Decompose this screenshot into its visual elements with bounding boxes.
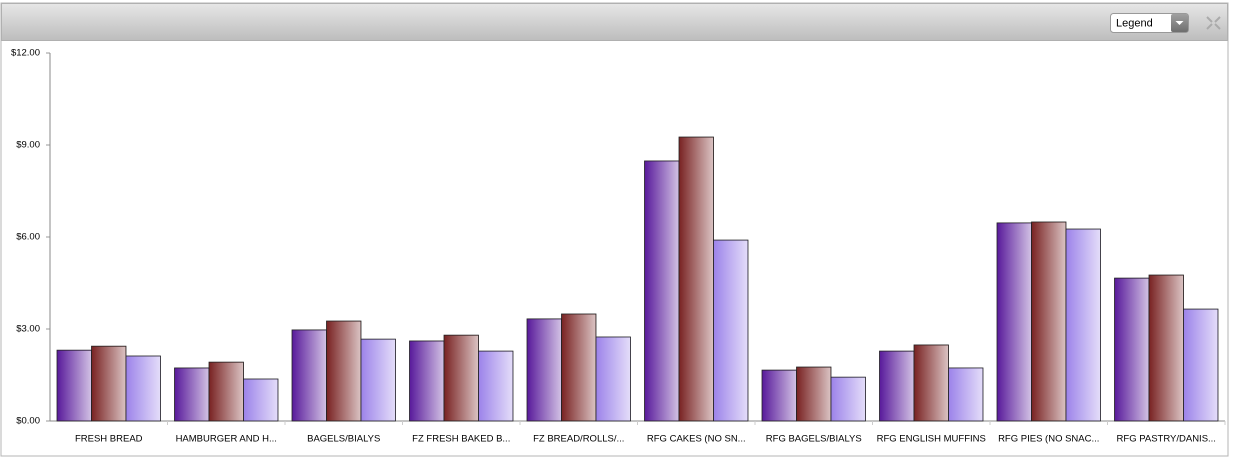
- bar: [291, 329, 327, 422]
- x-tick-label: HAMBURGER AND H...: [176, 434, 277, 445]
- x-tick-label: FZ BREAD/ROLLS/...: [533, 434, 624, 445]
- legend-select[interactable]: Legend: [1110, 13, 1189, 33]
- bar: [208, 361, 244, 422]
- y-tick-label: $0.00: [16, 416, 40, 427]
- x-tick-label: RFG CAKES (NO SN...: [647, 434, 746, 445]
- bar: [443, 334, 479, 422]
- bar: [125, 355, 161, 422]
- bar: [174, 367, 210, 422]
- bar: [526, 318, 562, 422]
- bar: [243, 378, 279, 422]
- bar: [1031, 221, 1067, 422]
- toolbar: [1, 3, 1228, 41]
- x-tick-label: FZ FRESH BAKED B...: [412, 434, 510, 445]
- bar: [1183, 308, 1219, 422]
- bar: [678, 136, 714, 422]
- bar: [561, 313, 597, 422]
- bar: [879, 350, 915, 422]
- maximize-icon[interactable]: [1206, 16, 1221, 30]
- bar: [913, 344, 949, 422]
- x-tick-label: FRESH BREAD: [75, 434, 143, 445]
- bar: [996, 222, 1032, 422]
- bar: [713, 239, 749, 422]
- y-tick-label: $6.00: [16, 232, 40, 243]
- select-label[interactable]: Legend: [1116, 17, 1153, 29]
- bar: [830, 376, 866, 422]
- bar: [409, 340, 445, 422]
- bar: [644, 160, 680, 422]
- x-tick-label: RFG PIES (NO SNAC...: [998, 434, 1099, 445]
- bar: [796, 366, 832, 422]
- bar: [1114, 277, 1150, 422]
- select-arrow: [1175, 21, 1184, 25]
- bar: [1148, 274, 1184, 422]
- y-tick-label: $12.00: [11, 48, 40, 59]
- x-tick-label: RFG PASTRY/DANIS...: [1117, 434, 1216, 445]
- y-tick-label: $9.00: [16, 140, 40, 151]
- y-tick-label: $3.00: [16, 324, 40, 335]
- x-tick-label: BAGELS/BIALYS: [307, 434, 380, 445]
- maximize-arrows[interactable]: [1206, 16, 1221, 30]
- bar: [56, 349, 92, 422]
- x-tick-label: RFG BAGELS/BIALYS: [766, 434, 862, 445]
- bar: [326, 320, 362, 422]
- bar: [91, 345, 127, 422]
- bar: [360, 338, 396, 422]
- bar: [1065, 228, 1101, 422]
- select-box[interactable]: [1110, 13, 1189, 33]
- bar: [761, 369, 797, 422]
- bar: [595, 336, 631, 422]
- x-tick-label: RFG ENGLISH MUFFINS: [877, 434, 986, 445]
- bar: [948, 367, 984, 422]
- bar: [478, 350, 514, 422]
